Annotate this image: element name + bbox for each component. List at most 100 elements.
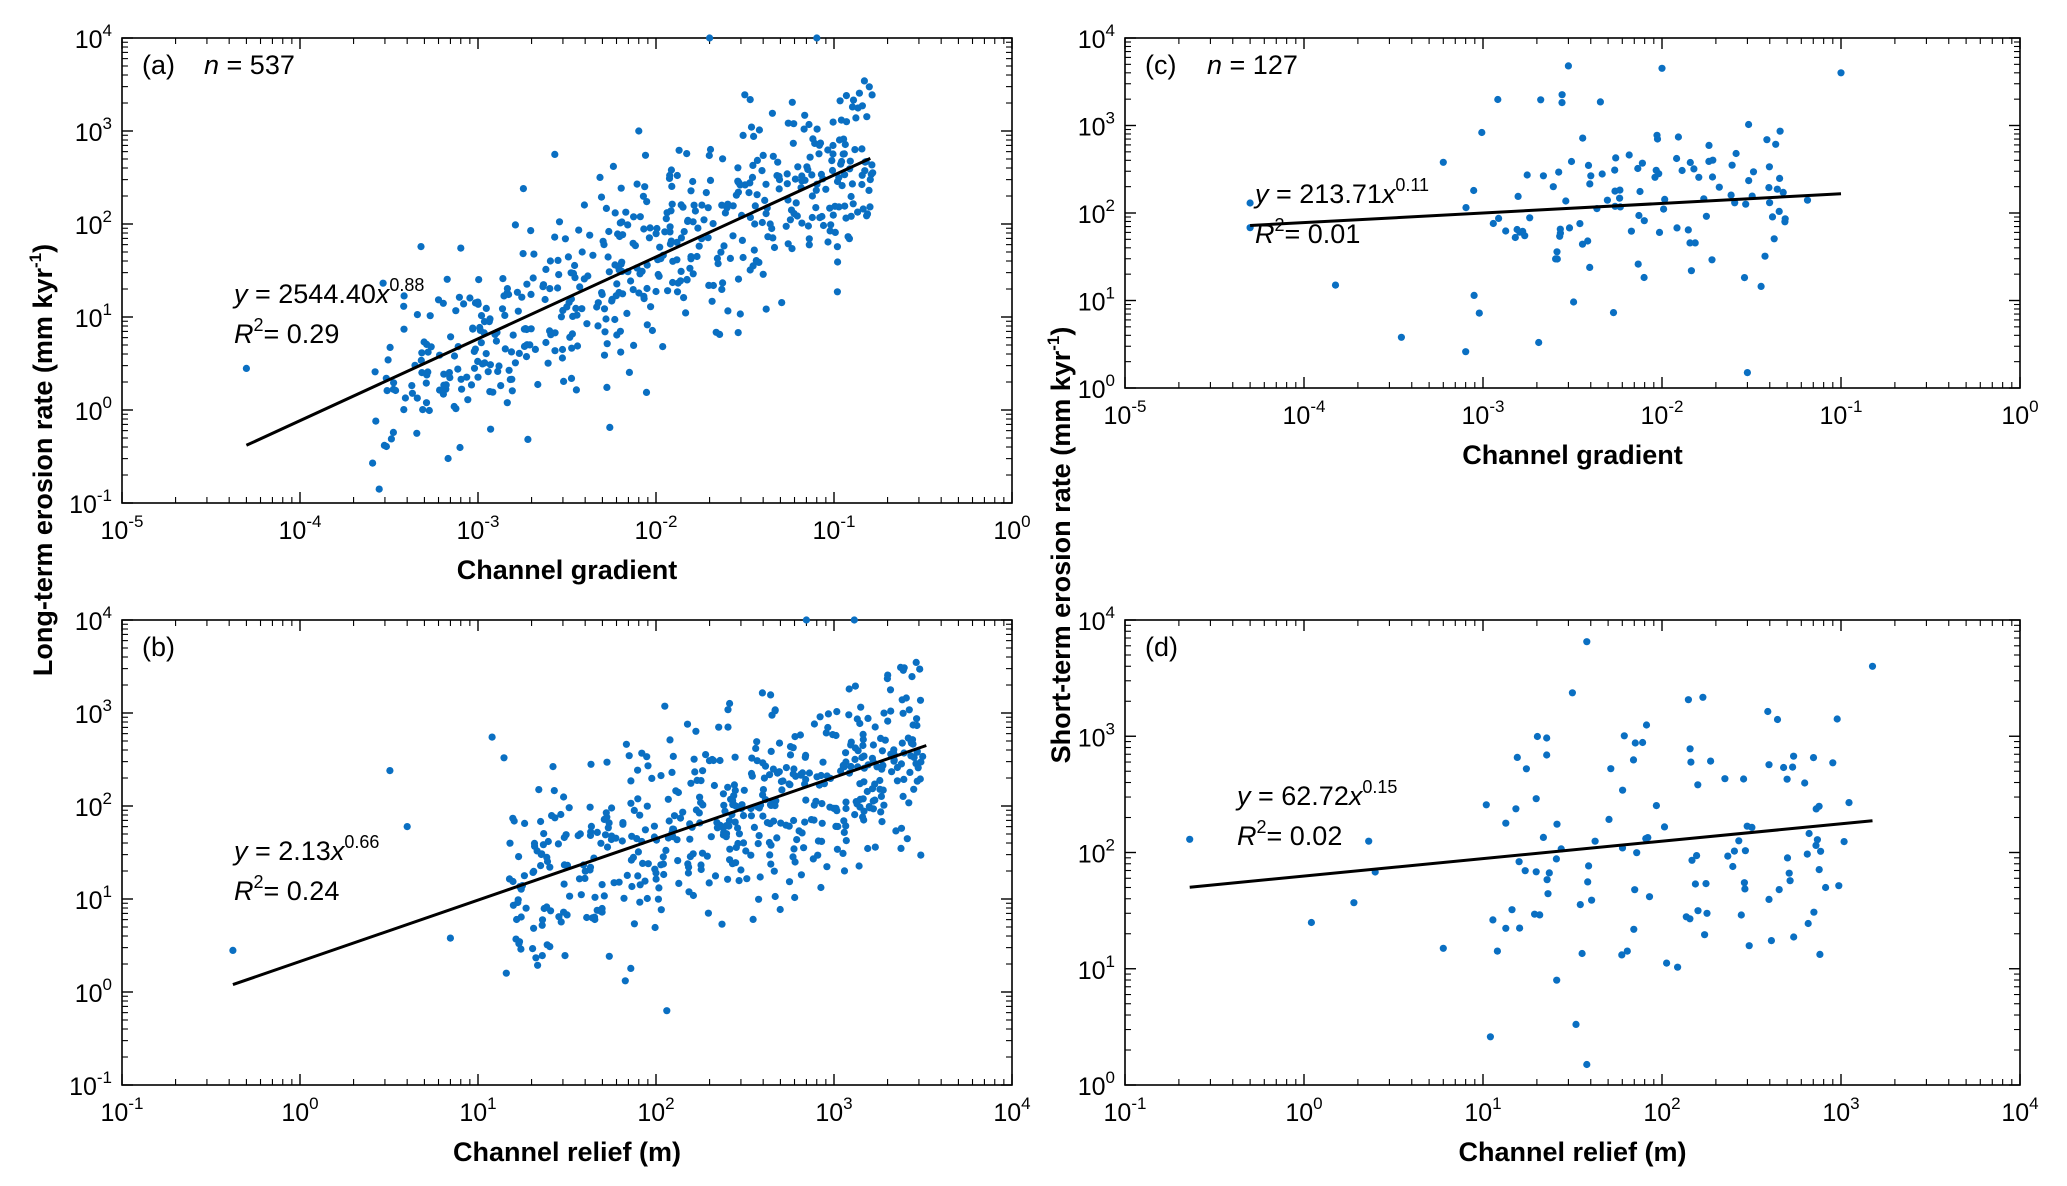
data-point (801, 818, 809, 826)
data-point (767, 801, 775, 810)
data-point (1765, 895, 1773, 904)
data-point (833, 845, 842, 853)
data-point (643, 284, 651, 293)
data-point (422, 379, 430, 387)
data-point (1763, 136, 1771, 144)
data-point (1522, 765, 1530, 773)
data-point (734, 839, 742, 848)
data-point (594, 299, 602, 307)
data-point (1619, 786, 1627, 794)
data-point (907, 739, 916, 747)
data-point (655, 272, 663, 280)
data-point (554, 284, 562, 292)
data-point (790, 845, 798, 853)
data-point (846, 157, 854, 165)
data-point (759, 759, 767, 767)
data-point (1790, 933, 1798, 941)
data-point (665, 817, 673, 825)
data-point (805, 769, 814, 777)
data-point (734, 329, 742, 337)
data-point (691, 207, 700, 215)
data-point (1618, 951, 1626, 959)
data-point (897, 844, 905, 853)
data-point (1508, 906, 1516, 914)
data-point (748, 173, 757, 181)
data-point (808, 192, 817, 200)
data-point (578, 248, 586, 256)
data-point (868, 754, 877, 762)
data-point (742, 847, 750, 855)
data-point (519, 185, 528, 193)
data-point (726, 845, 734, 853)
data-point (886, 686, 895, 694)
data-point (819, 221, 828, 230)
data-points (1186, 638, 1877, 1069)
r-squared: R2= 0.02 (1237, 817, 1342, 851)
data-point (845, 685, 853, 693)
data-point (1687, 758, 1695, 766)
data-point (755, 832, 763, 840)
data-point (529, 274, 537, 282)
data-point (869, 741, 878, 749)
data-point (605, 952, 613, 960)
data-point (542, 265, 550, 273)
data-point (859, 813, 867, 821)
data-point (735, 179, 743, 187)
data-point (880, 709, 888, 717)
data-point (786, 751, 795, 759)
data-point (1543, 751, 1551, 759)
y-tick-label: 10-1 (69, 486, 112, 519)
x-tick-label: 10-5 (101, 512, 144, 545)
data-point (753, 191, 761, 199)
data-point (729, 232, 737, 240)
data-point (916, 696, 925, 704)
data-point (630, 806, 638, 815)
data-point (1766, 199, 1774, 207)
data-point (384, 356, 392, 364)
data-point (1687, 267, 1695, 275)
data-point (464, 396, 472, 404)
data-point (1785, 869, 1793, 877)
data-point (783, 180, 791, 188)
data-point (520, 342, 529, 350)
data-point (855, 89, 864, 97)
data-point (1686, 158, 1694, 167)
data-point (418, 349, 426, 357)
data-point (1767, 937, 1775, 945)
data-point (703, 852, 711, 860)
data-point (634, 848, 643, 856)
data-point (1790, 752, 1798, 760)
data-point (1786, 877, 1794, 885)
data-point (646, 224, 654, 232)
data-point (1625, 151, 1633, 159)
data-point (791, 733, 799, 741)
data-point (906, 768, 914, 777)
x-tick-label: 101 (459, 1094, 496, 1127)
data-point (841, 140, 849, 149)
data-point (568, 344, 576, 352)
data-point (546, 863, 554, 871)
data-point (708, 297, 716, 305)
data-point (766, 771, 774, 779)
data-point (513, 288, 522, 296)
data-point (1535, 338, 1543, 347)
data-point (1605, 815, 1613, 824)
data-point (858, 180, 866, 189)
data-point (889, 748, 898, 756)
data-point (719, 279, 727, 287)
data-point (602, 204, 611, 212)
data-point (531, 345, 540, 353)
data-point (859, 741, 867, 750)
data-point (535, 786, 543, 794)
data-point (486, 388, 494, 396)
data-point (1635, 211, 1643, 220)
data-point (603, 340, 611, 348)
data-points (1246, 62, 1845, 377)
data-point (813, 34, 821, 42)
data-point (425, 406, 433, 415)
data-point (753, 738, 761, 746)
data-point (687, 255, 695, 263)
data-point (707, 833, 715, 841)
data-point (383, 387, 391, 395)
data-point (798, 219, 806, 227)
